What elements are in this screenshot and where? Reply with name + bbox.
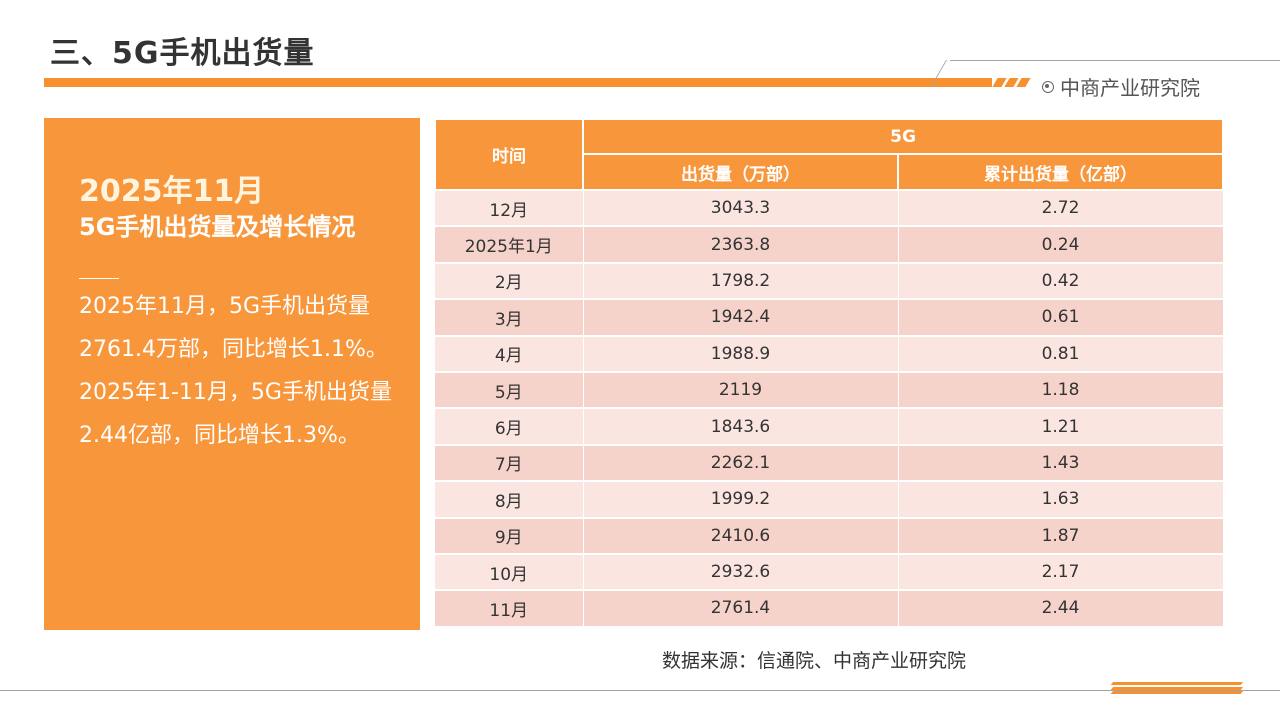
- cell-shipments: 1843.6: [583, 408, 899, 446]
- header-divider-line: [950, 60, 1280, 61]
- table-row: 3月 1942.4 0.61: [435, 299, 1224, 337]
- cell-time: 11月: [435, 590, 584, 628]
- cell-time: 8月: [435, 481, 584, 519]
- header-time: 时间: [434, 118, 584, 191]
- cell-cumulative: 0.81: [898, 335, 1224, 373]
- cell-shipments: 3043.3: [583, 190, 899, 228]
- table-row: 2025年1月 2363.8 0.24: [435, 226, 1224, 264]
- cell-cumulative: 0.24: [898, 226, 1224, 264]
- summary-panel: 2025年11月 5G手机出货量及增长情况 2025年11月，5G手机出货量27…: [44, 118, 420, 630]
- summary-heading-title: 5G手机出货量及增长情况: [79, 213, 356, 241]
- cell-cumulative: 1.43: [898, 444, 1224, 483]
- cell-time: 12月: [435, 190, 584, 228]
- cell-cumulative: 0.42: [898, 262, 1224, 301]
- cell-shipments: 1798.2: [583, 262, 899, 301]
- table-row: 6月 1843.6 1.21: [435, 408, 1224, 446]
- cell-shipments: 2119: [583, 371, 899, 410]
- shipments-table: 时间 5G 出货量（万部） 累计出货量（亿部） 12月 3043.3 2.72 202…: [434, 118, 1225, 628]
- cell-shipments: 2761.4: [583, 590, 899, 628]
- cell-time: 6月: [435, 408, 584, 446]
- table-row: 2月 1798.2 0.42: [435, 262, 1224, 301]
- cell-cumulative: 1.21: [898, 408, 1224, 446]
- summary-paragraph: 2025年11月，5G手机出货量2761.4万部，同比增长1.1%。2025年1…: [79, 294, 392, 448]
- footer-stripes-decoration: [1110, 682, 1244, 695]
- cell-time: 5月: [435, 371, 584, 410]
- cell-time: 9月: [435, 517, 584, 555]
- cell-cumulative: 1.87: [898, 517, 1224, 555]
- cell-shipments: 1942.4: [583, 299, 899, 337]
- cell-cumulative: 1.63: [898, 481, 1224, 519]
- cell-shipments: 1988.9: [583, 335, 899, 373]
- cell-shipments: 1999.2: [583, 481, 899, 519]
- table-row: 8月 1999.2 1.63: [435, 481, 1224, 519]
- data-source-note: 数据来源：信通院、中商产业研究院: [662, 650, 967, 672]
- cell-cumulative: 1.18: [898, 371, 1224, 410]
- cell-cumulative: 0.61: [898, 299, 1224, 337]
- header-cumulative: 累计出货量（亿部）: [896, 153, 1225, 191]
- title-underline-bar: [44, 78, 992, 87]
- brand-circle-icon: [1042, 80, 1054, 93]
- brand-name: 中商产业研究院: [1060, 76, 1200, 100]
- cell-time: 4月: [435, 335, 584, 373]
- header-stripes-decoration: [992, 78, 1031, 87]
- footer-divider-line: [0, 690, 1280, 691]
- cell-time: 2025年1月: [435, 226, 584, 264]
- cell-time: 2月: [435, 262, 584, 301]
- summary-heading-date: 2025年11月: [79, 174, 265, 209]
- cell-cumulative: 2.44: [898, 590, 1224, 628]
- cell-time: 10月: [435, 553, 584, 592]
- cell-shipments: 2410.6: [583, 517, 899, 555]
- cell-shipments: 2363.8: [583, 226, 899, 264]
- table-row: 4月 1988.9 0.81: [435, 335, 1224, 373]
- brand-label: 中商产业研究院: [1042, 72, 1200, 101]
- cell-cumulative: 2.72: [898, 190, 1224, 228]
- table-row: 10月 2932.6 2.17: [435, 553, 1224, 592]
- cell-cumulative: 2.17: [898, 553, 1224, 592]
- table-row: 7月 2262.1 1.43: [435, 444, 1224, 483]
- cell-shipments: 2932.6: [583, 553, 899, 592]
- table-row: 5月 2119 1.18: [435, 371, 1224, 410]
- table-row: 11月 2761.4 2.44: [435, 590, 1224, 628]
- cell-time: 7月: [435, 444, 584, 483]
- table-row: 12月 3043.3 2.72: [435, 190, 1224, 228]
- summary-divider: [79, 278, 119, 279]
- header-5g-group: 5G: [581, 118, 1225, 155]
- table-row: 9月 2410.6 1.87: [435, 517, 1224, 555]
- header-shipments: 出货量（万部）: [582, 153, 899, 191]
- cell-shipments: 2262.1: [583, 444, 899, 483]
- cell-time: 3月: [435, 299, 584, 337]
- page-title: 三、5G手机出货量: [50, 36, 315, 71]
